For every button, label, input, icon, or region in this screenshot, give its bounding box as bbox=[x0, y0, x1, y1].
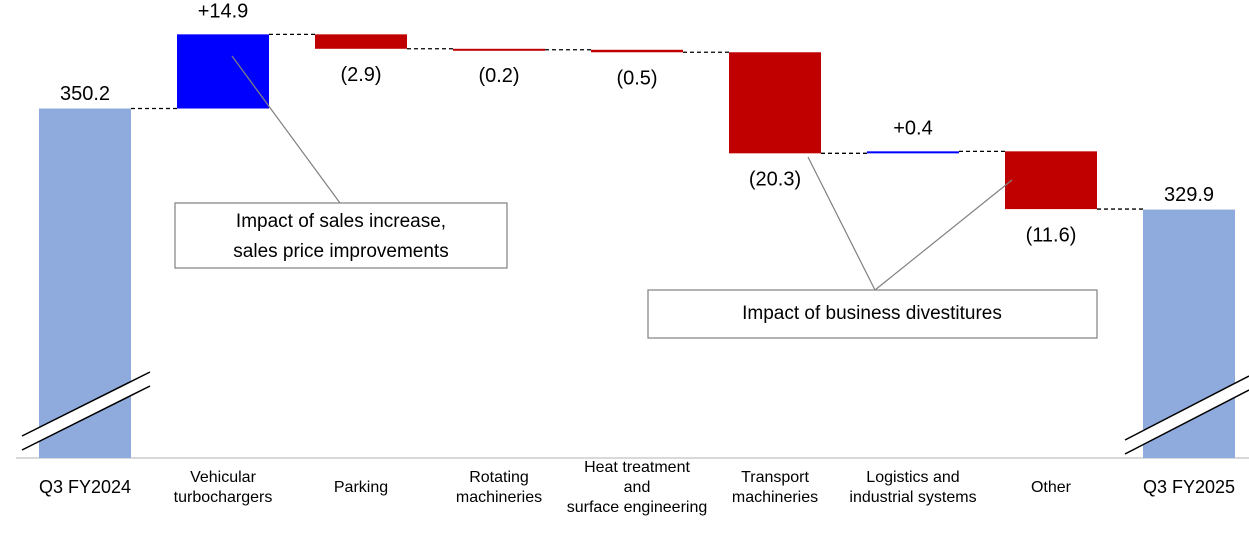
bar bbox=[1005, 151, 1097, 210]
bar bbox=[453, 48, 545, 51]
x-tick-label: Parking bbox=[334, 479, 388, 496]
value-label: (20.3) bbox=[749, 169, 801, 191]
axis-break bbox=[22, 372, 150, 450]
bar bbox=[591, 49, 683, 53]
value-label: (2.9) bbox=[340, 64, 381, 86]
value-label: (0.2) bbox=[478, 65, 519, 87]
axis-break bbox=[1124, 389, 1249, 455]
bar bbox=[867, 151, 959, 154]
axis-break bbox=[1124, 375, 1249, 441]
x-tick-label: Vehicular turbochargers bbox=[174, 469, 273, 506]
bar bbox=[177, 34, 269, 109]
annotation-box bbox=[174, 202, 508, 269]
x-tick-label: Q3 FY2024 bbox=[39, 477, 131, 497]
annotation: Impact of sales increase, sales price imp… bbox=[233, 211, 448, 262]
value-label: (0.5) bbox=[616, 68, 657, 90]
value-label: (11.6) bbox=[1026, 224, 1077, 246]
annotation: Impact of business divestitures bbox=[742, 303, 1002, 324]
x-tick-label: Other bbox=[1031, 479, 1072, 496]
marks: 350.2 Q3 FY2024 +14.9 Vehicular turbocharger… bbox=[21, 1, 1249, 516]
axis-break bbox=[1125, 376, 1249, 454]
x-tick-label: Rotating machineries bbox=[456, 469, 542, 506]
annotations: Impact of sales increase, sales price imp… bbox=[174, 55, 1098, 339]
leader-line bbox=[231, 55, 341, 204]
axis-break bbox=[21, 371, 151, 437]
value-label: +0.4 bbox=[893, 118, 932, 140]
value-label: 350.2 bbox=[60, 83, 110, 105]
bar bbox=[315, 34, 407, 49]
axis-break bbox=[21, 385, 151, 451]
x-tick-label: Logistics and industrial systems bbox=[849, 469, 976, 506]
leader-line bbox=[807, 156, 876, 291]
bar bbox=[729, 52, 821, 154]
value-label: 329.9 bbox=[1164, 184, 1214, 206]
x-tick-label: Q3 FY2025 bbox=[1143, 477, 1235, 497]
annotation-box bbox=[647, 289, 1098, 339]
x-tick-label: Transport machineries bbox=[732, 469, 818, 506]
x-tick-label: Heat treatment and surface engineering bbox=[567, 459, 708, 516]
leader-line bbox=[874, 179, 1013, 291]
value-label: +14.9 bbox=[198, 1, 249, 23]
